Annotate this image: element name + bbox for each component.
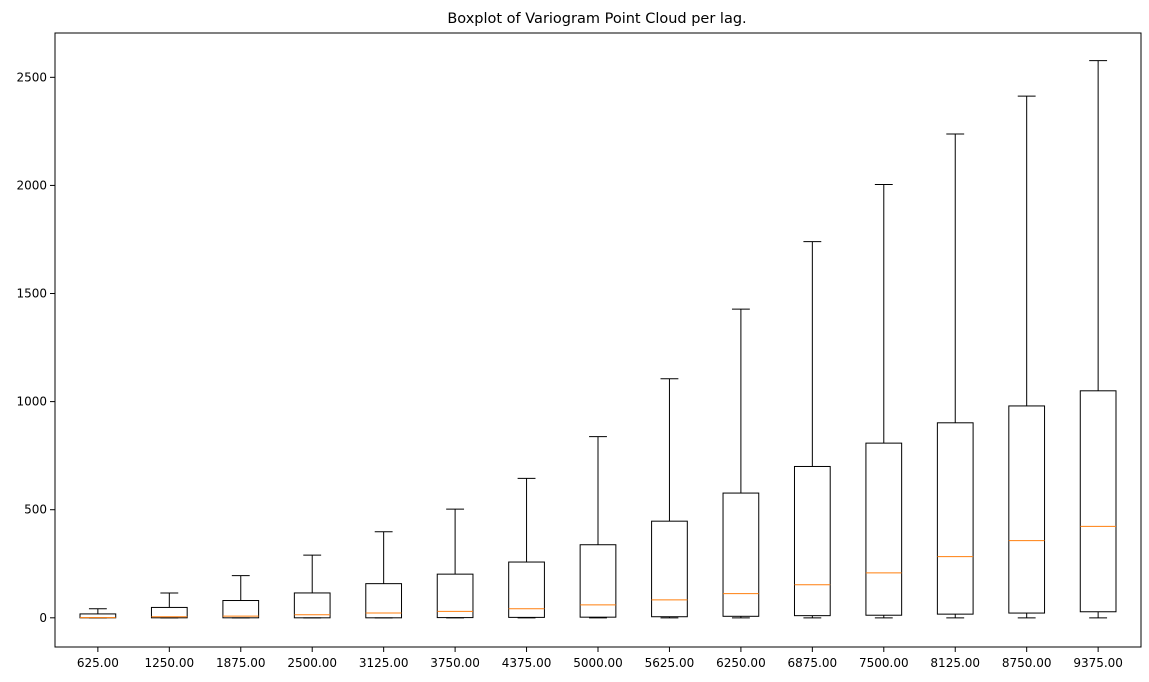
box-3125.00 bbox=[365, 531, 403, 619]
x-tick-label: 6250.00 bbox=[716, 656, 766, 670]
y-tick-label: 500 bbox=[24, 503, 47, 517]
plot-area bbox=[79, 60, 1117, 619]
y-axis: 0 500 1000 1500 2000 2500 bbox=[16, 70, 55, 625]
y-tick-label: 2500 bbox=[16, 70, 47, 84]
iqr-box bbox=[436, 573, 474, 619]
box-8125.00 bbox=[936, 133, 974, 619]
x-tick-label: 9375.00 bbox=[1073, 656, 1123, 670]
x-tick-label: 1250.00 bbox=[145, 656, 195, 670]
box-6875.00 bbox=[793, 241, 831, 619]
x-tick-label: 5000.00 bbox=[573, 656, 623, 670]
axes-frame bbox=[54, 32, 1142, 648]
iqr-box bbox=[579, 544, 617, 618]
iqr-box bbox=[150, 606, 188, 619]
box-3750.00 bbox=[436, 508, 474, 619]
iqr-box bbox=[865, 442, 903, 616]
iqr-box bbox=[222, 600, 260, 619]
box-5000.00 bbox=[579, 436, 617, 619]
x-tick-label: 7500.00 bbox=[859, 656, 909, 670]
chart-title: Boxplot of Variogram Point Cloud per lag… bbox=[447, 11, 746, 27]
iqr-box bbox=[365, 583, 403, 619]
iqr-box bbox=[1079, 390, 1117, 613]
y-tick-label: 1500 bbox=[16, 287, 47, 301]
x-tick-label: 2500.00 bbox=[287, 656, 337, 670]
y-tick-label: 0 bbox=[39, 611, 47, 625]
x-tick-label: 6875.00 bbox=[788, 656, 838, 670]
x-tick-label: 4375.00 bbox=[502, 656, 552, 670]
x-axis: 625.00 1250.00 1875.00 2500.00 3125.00 3750.0… bbox=[77, 647, 1123, 670]
box-6250.00 bbox=[722, 308, 760, 619]
box-9375.00 bbox=[1079, 60, 1117, 619]
iqr-box bbox=[722, 492, 760, 617]
box-625.00 bbox=[79, 608, 117, 619]
y-tick-label: 2000 bbox=[16, 178, 47, 192]
iqr-box bbox=[293, 592, 331, 619]
x-tick-label: 5625.00 bbox=[645, 656, 695, 670]
x-tick-label: 8750.00 bbox=[1002, 656, 1052, 670]
iqr-box bbox=[1008, 405, 1046, 614]
box-7500.00 bbox=[865, 184, 903, 619]
box-4375.00 bbox=[508, 477, 545, 619]
x-tick-label: 3750.00 bbox=[430, 656, 480, 670]
x-tick-label: 625.00 bbox=[77, 656, 119, 670]
y-tick-label: 1000 bbox=[16, 395, 47, 409]
iqr-box bbox=[793, 465, 831, 617]
iqr-box bbox=[508, 561, 545, 618]
box-8750.00 bbox=[1008, 95, 1046, 619]
box-2500.00 bbox=[293, 554, 331, 619]
box-5625.00 bbox=[651, 378, 688, 619]
box-1875.00 bbox=[222, 575, 260, 619]
iqr-box bbox=[936, 422, 974, 615]
iqr-box bbox=[651, 520, 688, 618]
box-1250.00 bbox=[150, 592, 188, 619]
x-tick-label: 1875.00 bbox=[216, 656, 266, 670]
x-tick-label: 8125.00 bbox=[930, 656, 980, 670]
x-tick-label: 3125.00 bbox=[359, 656, 409, 670]
